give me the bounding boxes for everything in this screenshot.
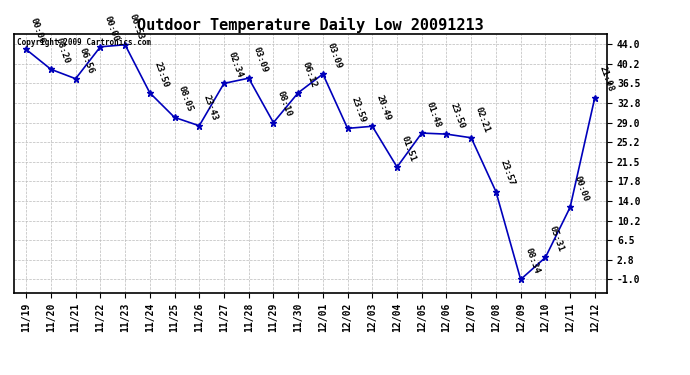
Text: 03:09: 03:09: [326, 42, 343, 70]
Text: 23:50: 23:50: [449, 102, 466, 130]
Text: 06:53: 06:53: [128, 12, 145, 40]
Text: 08:20: 08:20: [53, 37, 71, 65]
Text: 23:43: 23:43: [201, 93, 219, 122]
Text: 08:05: 08:05: [177, 85, 195, 113]
Text: 00:06: 00:06: [29, 17, 46, 45]
Text: 01:48: 01:48: [424, 100, 442, 129]
Title: Outdoor Temperature Daily Low 20091213: Outdoor Temperature Daily Low 20091213: [137, 16, 484, 33]
Text: 05:31: 05:31: [548, 225, 566, 253]
Text: 20:49: 20:49: [375, 94, 393, 122]
Text: 06:12: 06:12: [301, 60, 318, 88]
Text: 23:57: 23:57: [498, 159, 516, 188]
Text: 23:50: 23:50: [152, 60, 170, 88]
Text: 00:00: 00:00: [103, 14, 121, 43]
Text: 01:51: 01:51: [400, 135, 417, 163]
Text: 06:56: 06:56: [78, 46, 96, 75]
Text: 02:34: 02:34: [226, 51, 244, 79]
Text: 02:21: 02:21: [474, 105, 491, 134]
Text: 00:00: 00:00: [573, 175, 590, 203]
Text: Copyright 2009 Cartronics.com: Copyright 2009 Cartronics.com: [17, 38, 151, 46]
Text: 23:59: 23:59: [350, 96, 368, 124]
Text: 21:08: 21:08: [598, 65, 615, 93]
Text: 03:09: 03:09: [251, 46, 269, 74]
Text: 08:10: 08:10: [276, 90, 293, 118]
Text: 08:34: 08:34: [523, 247, 541, 275]
